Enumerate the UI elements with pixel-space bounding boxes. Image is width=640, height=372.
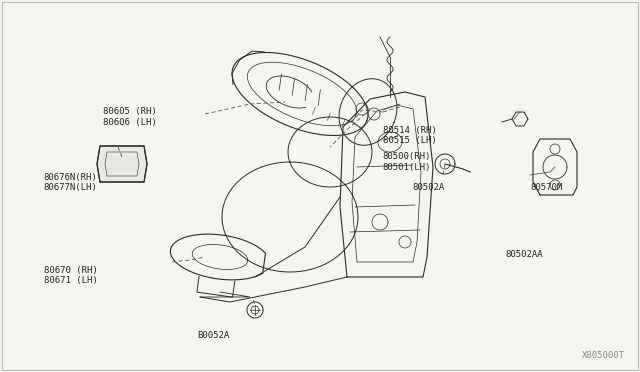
Text: 80605 (RH)
80606 (LH): 80605 (RH) 80606 (LH) (103, 108, 157, 127)
Text: 80502AA: 80502AA (506, 250, 543, 259)
Text: X805000T: X805000T (582, 351, 625, 360)
Text: 80500(RH)
80501(LH): 80500(RH) 80501(LH) (383, 152, 431, 171)
Polygon shape (97, 146, 147, 182)
Text: B0052A: B0052A (197, 331, 229, 340)
Text: 80676N(RH)
80677N(LH): 80676N(RH) 80677N(LH) (44, 173, 97, 192)
Text: 80570M: 80570M (530, 183, 562, 192)
Text: 80502A: 80502A (413, 183, 445, 192)
Text: 80670 (RH)
80671 (LH): 80670 (RH) 80671 (LH) (44, 266, 97, 285)
Text: 80514 (RH)
80515 (LH): 80514 (RH) 80515 (LH) (383, 126, 436, 145)
